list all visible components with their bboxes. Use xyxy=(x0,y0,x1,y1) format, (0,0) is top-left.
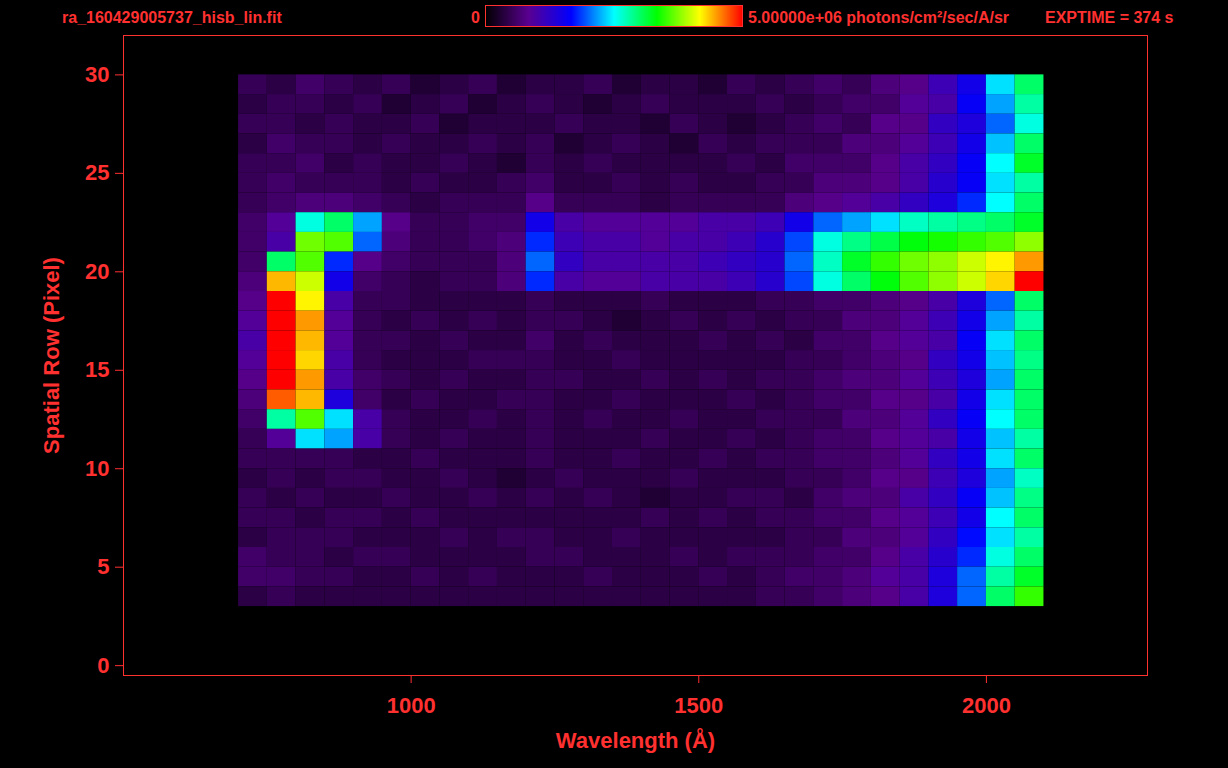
svg-text:15: 15 xyxy=(85,357,109,382)
svg-text:1000: 1000 xyxy=(387,693,436,718)
svg-text:10: 10 xyxy=(85,456,109,481)
svg-text:5: 5 xyxy=(97,554,109,579)
svg-text:Wavelength (Å): Wavelength (Å) xyxy=(556,727,715,753)
svg-text:Spatial Row (Pixel): Spatial Row (Pixel) xyxy=(39,257,64,454)
svg-text:30: 30 xyxy=(85,62,109,87)
svg-text:25: 25 xyxy=(85,160,109,185)
html-text:5.00000e+06 photons/cm²/sec/A/: 5.00000e+06 photons/cm²/sec/A/sr xyxy=(748,9,1009,26)
html-text:EXPTIME = 374 s: EXPTIME = 374 s xyxy=(1045,9,1174,26)
svg-text:0: 0 xyxy=(97,653,109,678)
svg-text:2000: 2000 xyxy=(962,693,1011,718)
svg-text:1500: 1500 xyxy=(674,693,723,718)
svg-text:20: 20 xyxy=(85,259,109,284)
html-text:ra_160429005737_hisb_lin.fit: ra_160429005737_hisb_lin.fit xyxy=(62,9,282,26)
html-text:0: 0 xyxy=(471,9,480,26)
